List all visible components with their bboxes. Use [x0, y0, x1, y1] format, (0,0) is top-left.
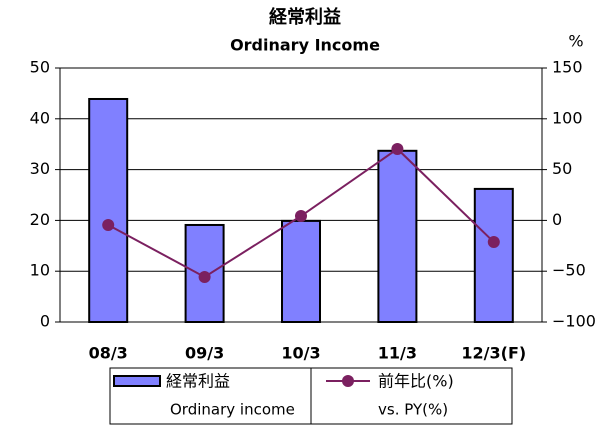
line-point	[198, 270, 211, 283]
bar	[281, 219, 321, 324]
bar	[473, 187, 514, 323]
y-tick-label: 20	[30, 210, 50, 229]
y2-tick-label: 50	[552, 159, 572, 178]
y2-tick-label: 100	[552, 108, 583, 127]
y2-tick-label: 0	[552, 210, 562, 229]
y-tick-label: 0	[40, 312, 50, 331]
legend-swatch	[113, 375, 161, 387]
y2-tick-label: −100	[552, 312, 596, 331]
y-tick-label: 10	[30, 261, 50, 280]
legend-swatch-marker	[342, 375, 354, 387]
chart-subtitle: Ordinary Income	[230, 36, 380, 55]
legend-label-en: vs. PY(%)	[378, 401, 448, 419]
y2-tick-label: 150	[552, 58, 583, 77]
line-point	[295, 210, 307, 223]
x-tick-label: 10/3	[281, 344, 320, 363]
x-tick-label: 12/3(F)	[461, 344, 526, 363]
x-tick-label: 09/3	[185, 344, 224, 363]
legend-label-en: Ordinary income	[170, 401, 295, 419]
legend-label: 前年比(%)	[378, 372, 454, 391]
x-tick-label: 08/3	[89, 344, 128, 363]
legend-label: 経常利益	[166, 372, 230, 391]
bar	[377, 149, 418, 323]
y-tick-label: 40	[30, 108, 50, 127]
y-tick-label: 30	[30, 159, 50, 178]
x-tick-label: 11/3	[378, 344, 417, 363]
y2-tick-label: −50	[552, 261, 586, 280]
y2-unit: %	[568, 32, 583, 51]
line-point	[102, 218, 115, 231]
chart-title: 経常利益	[269, 6, 341, 28]
bar	[88, 97, 129, 323]
line-point	[391, 142, 404, 155]
line-point	[487, 236, 500, 249]
y-tick-label: 50	[30, 58, 50, 77]
